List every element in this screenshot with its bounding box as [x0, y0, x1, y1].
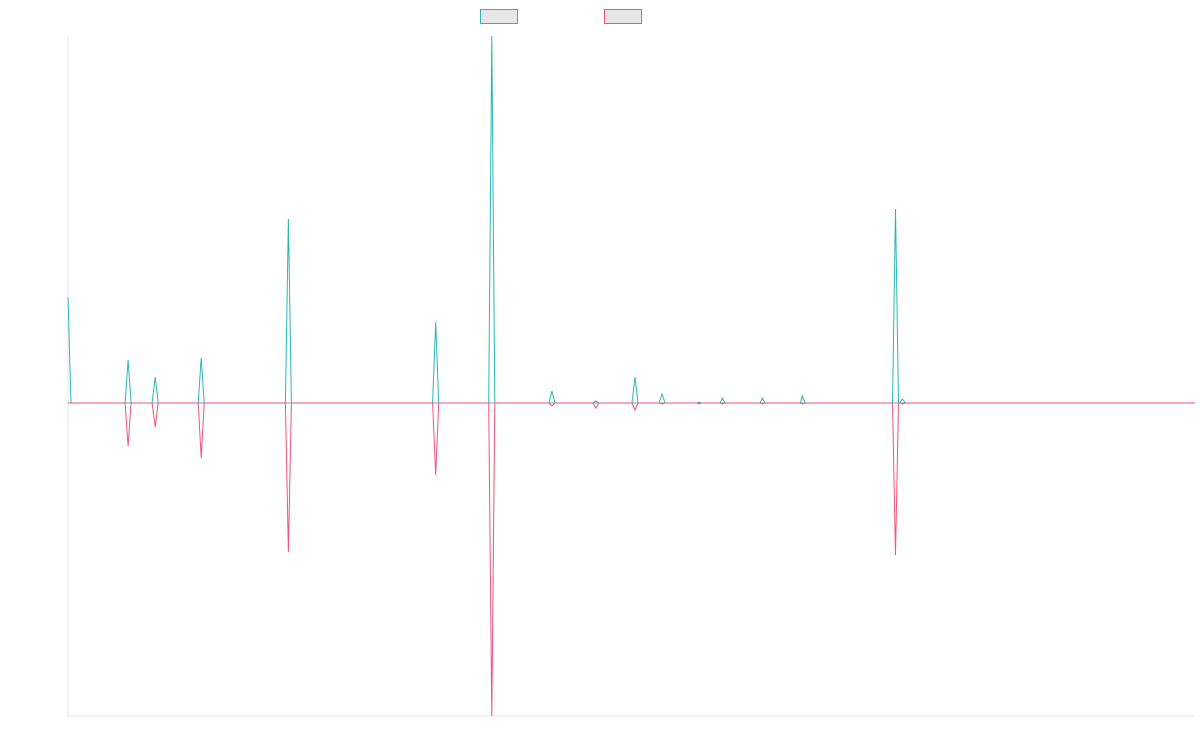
- legend-swatch-series-2: [604, 9, 642, 24]
- series-2-line[interactable]: [68, 402, 1195, 717]
- legend-item-series-2[interactable]: [604, 9, 648, 24]
- legend-item-series-1[interactable]: [480, 9, 524, 24]
- legend: [0, 0, 1200, 30]
- legend-swatch-series-1: [480, 9, 518, 24]
- series-1-line[interactable]: [67, 35, 1195, 404]
